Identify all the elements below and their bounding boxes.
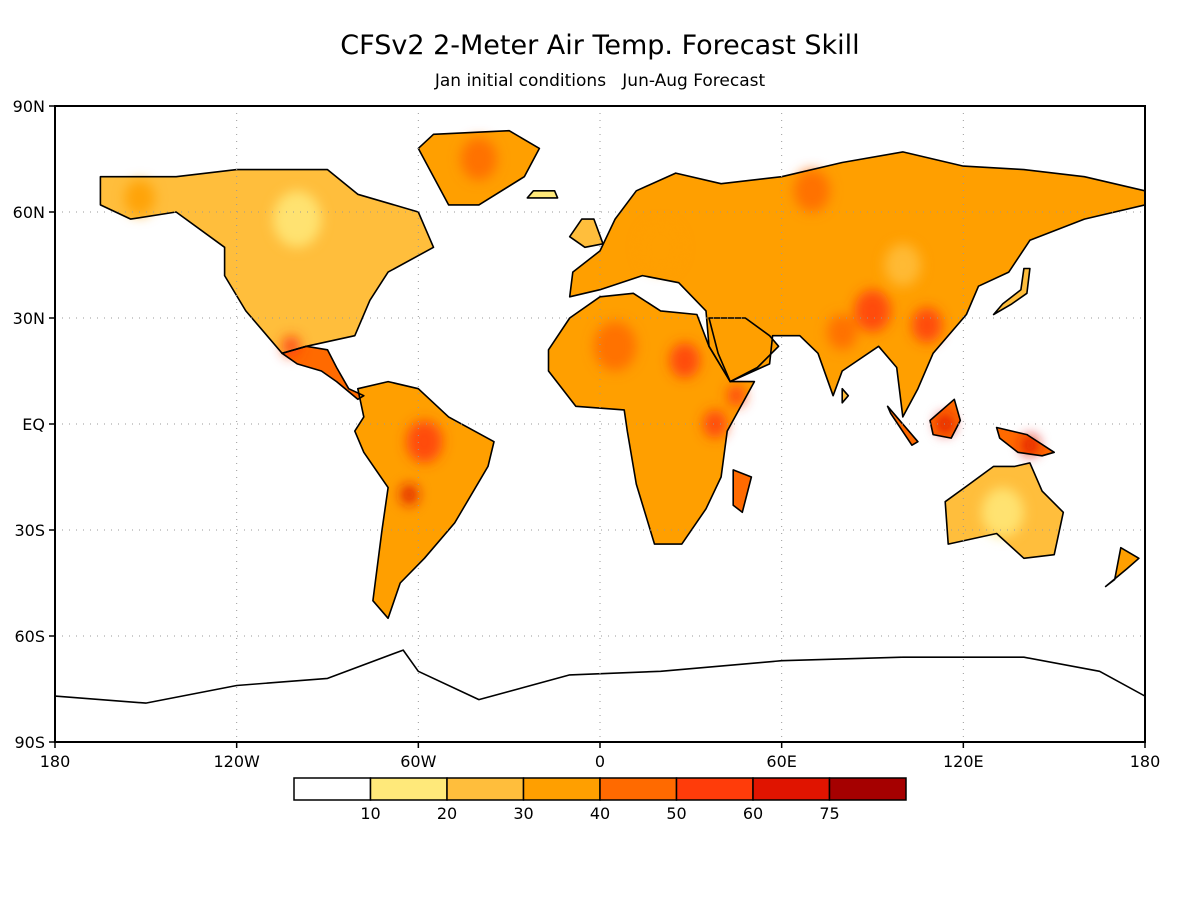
- hotspot-india-north: [827, 314, 858, 350]
- lon-label: 120E: [943, 752, 984, 771]
- lat-label: 30S: [14, 521, 45, 540]
- legend-swatch: [828, 777, 907, 801]
- land-madagascar: [733, 469, 752, 513]
- hotspot-siberia-north: [793, 169, 831, 212]
- coastline-north-america: [99, 168, 435, 355]
- legend-swatch: [675, 777, 754, 801]
- land-antarctica: [55, 650, 1145, 742]
- legend-swatch: [522, 777, 601, 801]
- legend-label: 10: [360, 804, 380, 823]
- hotspot-mongolia: [884, 243, 921, 287]
- plot-area: [54, 105, 1146, 743]
- chart-title: CFSv2 2-Meter Air Temp. Forecast Skill: [340, 30, 859, 61]
- coastline-new-guinea: [995, 426, 1055, 457]
- hotspot-mexico: [282, 335, 301, 357]
- land-arabia: [709, 318, 779, 382]
- coastline-uk-ireland: [568, 218, 604, 249]
- land-south-america: [354, 381, 494, 619]
- hotspot-china-south: [911, 307, 943, 343]
- coastline-antarctica: [55, 649, 1145, 742]
- legend-swatch: [599, 777, 678, 801]
- hotspot-alaska: [124, 180, 155, 216]
- coastline-sri-lanka: [841, 387, 850, 404]
- lat-label: EQ: [22, 415, 45, 434]
- land-japan: [993, 268, 1030, 315]
- land-central-america: [282, 346, 364, 400]
- coastline-arabia: [708, 317, 780, 383]
- coastline-japan: [992, 267, 1031, 316]
- longitude-axis: 180 120W 60W 0 60E 120E 180: [40, 742, 1161, 771]
- hotspot-australia-central: [981, 487, 1024, 538]
- lat-label: 30N: [13, 309, 45, 328]
- legend-label: 30: [513, 804, 533, 823]
- land-eurasia: [569, 151, 1145, 417]
- hotspot-europe: [639, 222, 682, 273]
- legend-label: 60: [743, 804, 763, 823]
- lon-label: 180: [1130, 752, 1161, 771]
- hotspot-bolivia: [400, 484, 419, 506]
- legend-swatch: [369, 777, 448, 801]
- hotspot-tibet: [854, 289, 891, 333]
- coastline-africa: [547, 292, 756, 545]
- hotspot-greenland-core: [460, 137, 498, 181]
- land-sri-lanka: [842, 388, 849, 403]
- land-new-zealand: [1105, 547, 1139, 587]
- lon-label: 60W: [400, 752, 436, 771]
- gridlines: [55, 106, 1145, 742]
- lon-label: 120W: [213, 752, 260, 771]
- coastline-sumatra: [886, 405, 919, 446]
- legend-swatch: [446, 777, 525, 801]
- hotspot-amazon: [406, 420, 443, 463]
- chart-subtitle: Jan initial conditions Jun-Aug Forecast: [434, 71, 766, 91]
- lon-label: 180: [40, 752, 71, 771]
- land-uk-ireland: [569, 219, 603, 248]
- hotspot-horn-africa: [727, 385, 746, 407]
- coastline-greenland: [417, 129, 541, 206]
- lat-label: 60S: [14, 627, 45, 646]
- hotspot-sahara: [593, 321, 637, 371]
- legend-swatch: [293, 777, 372, 801]
- legend-label: 40: [590, 804, 610, 823]
- hotspot-east-africa: [702, 409, 728, 439]
- coastline-iceland: [526, 190, 559, 199]
- land-iceland: [527, 190, 558, 198]
- hotspot-canada-central: [273, 190, 322, 248]
- coastline-central-america: [281, 345, 365, 401]
- lon-label: 0: [595, 752, 605, 771]
- coastline-new-zealand: [1104, 546, 1140, 588]
- hotspot-north-africa-east: [669, 342, 700, 379]
- color-legend: 10 20 30 40 50 60 75: [293, 777, 907, 823]
- lat-label: 60N: [13, 203, 45, 222]
- legend-label: 20: [437, 804, 457, 823]
- latitude-axis: 90N 60N 30N EQ 30S 60S 90S: [13, 97, 55, 752]
- coastline-layer: [55, 129, 1145, 742]
- lat-label: 90N: [13, 97, 45, 116]
- legend-label: 50: [666, 804, 686, 823]
- lon-label: 60E: [766, 752, 796, 771]
- land-north-america: [100, 169, 434, 354]
- lat-label: 90S: [14, 733, 45, 752]
- legend-label: 75: [819, 804, 839, 823]
- coastline-madagascar: [732, 469, 753, 514]
- hotspot-borneo-core: [936, 413, 955, 435]
- legend-swatch: [752, 777, 831, 801]
- coastline-borneo: [929, 398, 962, 439]
- coastline-south-america: [354, 380, 495, 620]
- coastline-australia: [944, 462, 1065, 560]
